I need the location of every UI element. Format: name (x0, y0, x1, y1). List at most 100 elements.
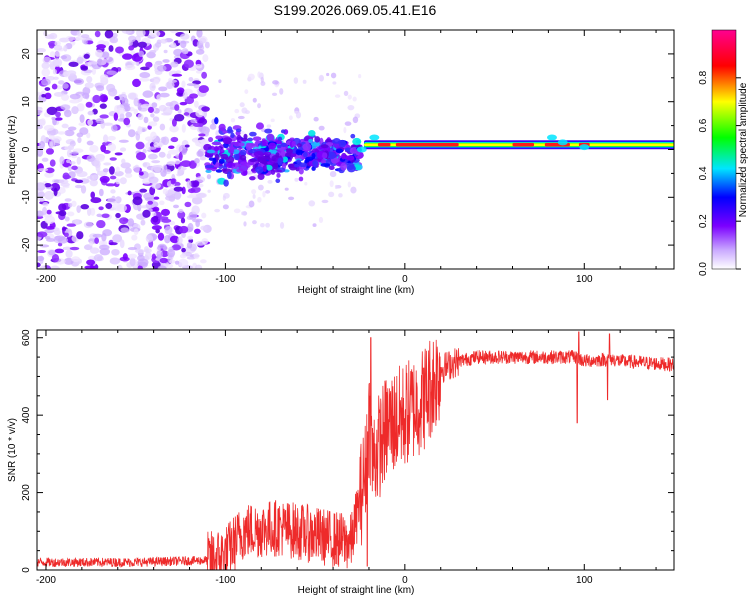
spectrogram-cluster-blob (320, 158, 327, 164)
spectrogram-speckle (198, 133, 206, 137)
spectrogram-speckle (192, 122, 202, 127)
spectrogram-speckle (67, 165, 73, 172)
spec-ytick-label: -10 (21, 190, 32, 205)
spectrogram-speckle (152, 116, 160, 122)
spectrogram-xlabel: Height of straight line (km) (298, 285, 415, 296)
spectrogram-speckle (186, 242, 193, 249)
spectrogram-speckle (105, 183, 116, 187)
spectrogram-speckle (68, 202, 73, 208)
spectrogram-speckle (196, 150, 204, 157)
spectrogram-speckle (153, 78, 160, 85)
spectrogram-speckle (119, 217, 129, 225)
spectrogram-cluster-blob (280, 129, 286, 134)
spectrogram-speckle (266, 124, 272, 128)
spectrogram-speckle (134, 249, 145, 254)
spectrogram-cluster-blob (203, 143, 212, 151)
spectrogram-cluster-blob (226, 129, 234, 134)
spec-ytick-label: 10 (21, 96, 32, 108)
spectrogram-speckle (103, 134, 109, 143)
spec-ytick-label: -20 (21, 237, 32, 252)
spectrogram-cluster-blob (349, 147, 358, 154)
spectrogram-speckle (171, 73, 183, 77)
spectrogram-cluster-blob (338, 140, 347, 148)
spectrogram-speckle (128, 35, 137, 42)
spectrogram-speckle (37, 262, 41, 268)
spectrogram-cluster-blob (230, 132, 235, 139)
spectrogram-cluster-blob (228, 148, 235, 154)
spectrogram-speckle (179, 33, 190, 40)
spectrogram-speckle (119, 239, 125, 249)
spectrogram-speckle (161, 112, 172, 116)
spectrogram-speckle (169, 259, 176, 264)
spectrogram-speckle (137, 258, 149, 267)
spectrogram-cluster-blob (220, 153, 229, 160)
spectrogram-speckle (76, 170, 88, 178)
spectrogram-speckle (177, 258, 189, 267)
colorbar-tick-label: 0.2 (698, 214, 709, 228)
spectrogram-speckle (93, 254, 103, 262)
spectrogram-speckle (174, 113, 185, 122)
spectrogram-cluster-blob (263, 151, 272, 156)
spectrogram-speckle (61, 226, 67, 232)
spectrogram-cluster-blob (328, 165, 335, 171)
spectrogram-cluster-blob (249, 176, 256, 181)
spectrogram-speckle (312, 223, 317, 227)
spectrogram-speckle (40, 265, 46, 269)
spectrogram-speckle (143, 246, 149, 253)
spectrogram-speckle (137, 125, 143, 135)
spectrogram-speckle (40, 118, 46, 126)
spectrogram-speckle (99, 175, 110, 183)
spectrogram-speckle (135, 141, 145, 150)
spectrogram-speckle (108, 242, 118, 246)
spectrogram-speckle (145, 61, 153, 68)
spectrogram-speckle (159, 123, 166, 131)
spectrogram-speckle (170, 178, 176, 185)
spectrogram-speckle (99, 103, 107, 109)
spectrogram-speckle (142, 148, 147, 154)
spectrogram-speckle (133, 108, 139, 115)
spectrogram-speckle (257, 184, 264, 191)
spectrogram-speckle (149, 82, 156, 92)
spectrogram-cluster-blob (208, 136, 214, 143)
spectrogram-speckle (334, 94, 341, 98)
spectrogram-speckle (62, 83, 69, 89)
spectrogram-cluster-blob (275, 178, 281, 183)
spectrogram-cluster-blob (320, 163, 331, 167)
spectrogram-speckle (160, 136, 167, 144)
spectrogram-speckle (223, 192, 230, 199)
colorbar-tick-label: 0.6 (698, 118, 709, 132)
spectrogram-speckle (143, 116, 149, 124)
spectrogram-speckle (91, 67, 97, 75)
spectrogram-speckle (157, 232, 165, 241)
spectrogram-speckle (161, 218, 172, 223)
snr-xtick-label: 0 (402, 575, 408, 586)
spectrogram-speckle (84, 82, 94, 89)
spectrogram-speckle (160, 208, 171, 216)
spectrogram-speckle (279, 221, 285, 229)
spectrogram-speckle (45, 148, 55, 155)
spectrogram-cluster-blob (298, 162, 308, 168)
spectrogram-speckle (153, 142, 160, 148)
spectrogram-speckle (95, 154, 105, 162)
snr-ytick-label: 0 (21, 567, 32, 573)
spectrogram-cluster-blob (257, 155, 267, 164)
spectrogram-cluster-blob (341, 154, 346, 160)
spectrogram-speckle (179, 253, 187, 259)
spectrogram-speckle (178, 152, 183, 161)
spectrogram-speckle (265, 189, 271, 194)
spectrogram-speckle (127, 129, 136, 138)
spectrogram-speckle (176, 87, 185, 94)
spectrogram-speckle (105, 202, 113, 210)
spectrogram-speckle (140, 219, 146, 226)
spectrogram-speckle (272, 80, 279, 85)
spectrogram-speckle (39, 197, 45, 202)
spectrogram-speckle (89, 179, 98, 187)
spectrogram-speckle (114, 96, 120, 101)
spectrogram-band-bump (557, 139, 568, 146)
spectrogram-speckle (199, 139, 210, 145)
spectrogram-cluster-blob (291, 140, 296, 147)
spectrogram-speckle (127, 218, 135, 227)
spectrogram-cluster-blob (215, 169, 223, 173)
